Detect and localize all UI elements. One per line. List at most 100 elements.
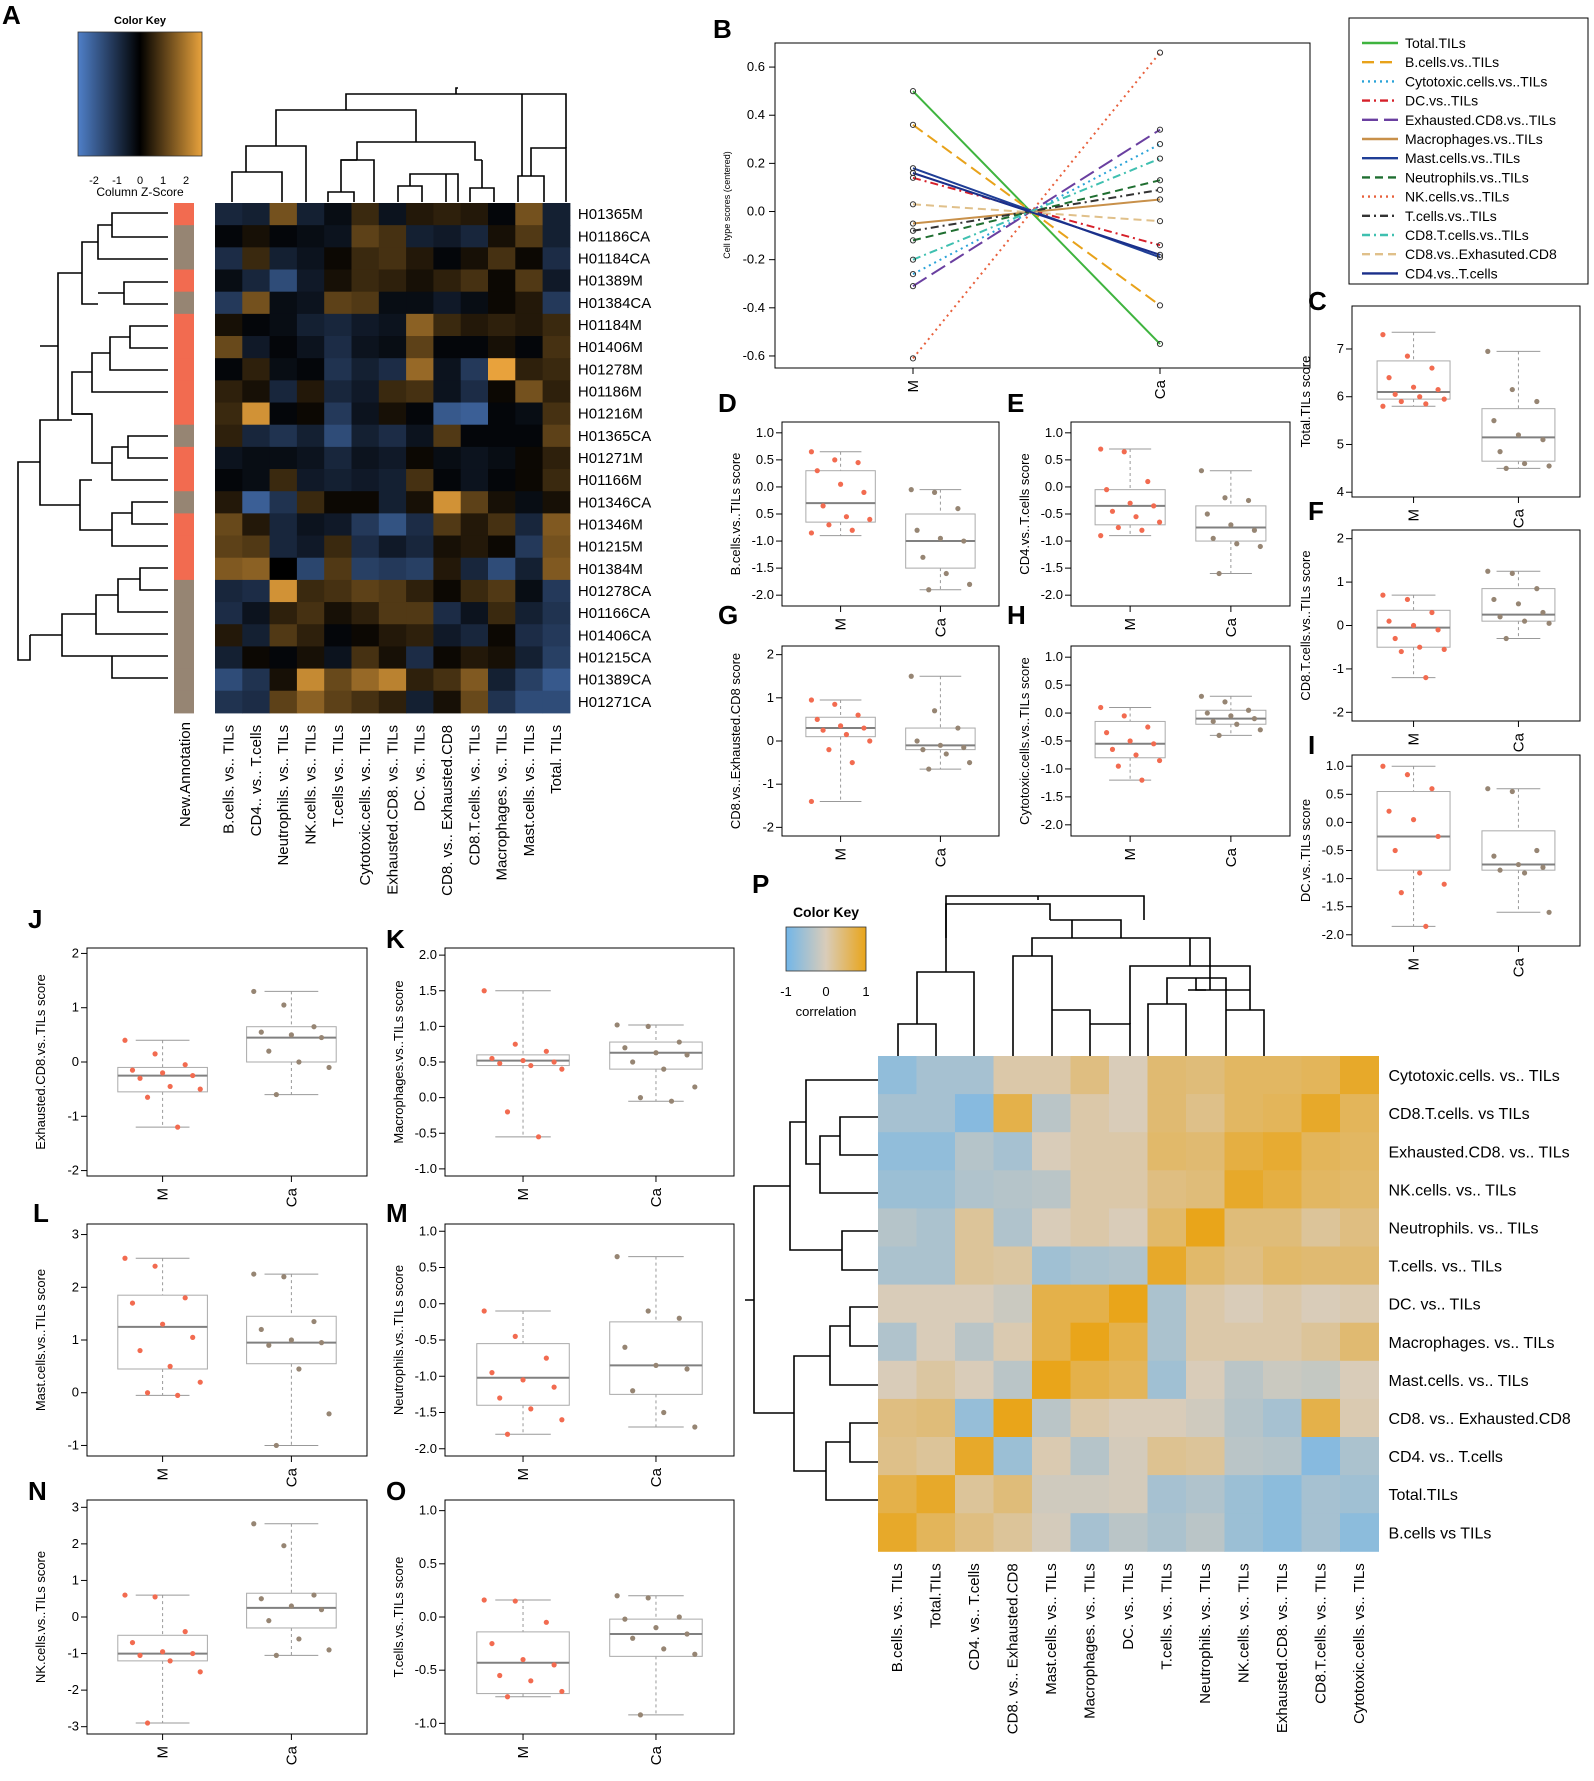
- heatmap-cell: [269, 247, 298, 271]
- row-label: H01184M: [578, 317, 642, 334]
- panel-a-heatmap: H01365M H01186CA H01184CA H01389M H01384CA H0…: [174, 203, 651, 896]
- y-tick-label: 2: [1337, 531, 1344, 546]
- panel-f-boxplot: 2 1 0 -1 -2 CD8.T.cells.vs..TILs score M Ca: [1298, 529, 1581, 752]
- data-point: [1198, 693, 1205, 699]
- data-point: [266, 1342, 272, 1348]
- row-label: Neutrophils. vs.. TILs: [1389, 1220, 1539, 1237]
- data-point: [528, 1406, 534, 1412]
- heatmap-cell: [406, 446, 434, 470]
- data-point: [645, 1308, 651, 1314]
- heatmap-cell: [488, 646, 516, 670]
- heatmap-cell: [488, 668, 516, 692]
- data-point: [1423, 674, 1429, 681]
- heatmap-cell: [993, 1284, 1033, 1324]
- data-point: [849, 527, 855, 533]
- y-tick-label: -0.4: [743, 300, 765, 315]
- data-point: [1491, 853, 1497, 859]
- heatmap-cell: [433, 203, 462, 226]
- heatmap-cell: [1224, 1360, 1264, 1400]
- data-point: [1485, 568, 1491, 574]
- box: [1376, 360, 1451, 400]
- data-point: [288, 1337, 294, 1343]
- y-tick-label: -1.5: [1322, 899, 1344, 914]
- heatmap-cell: [460, 690, 489, 714]
- heatmap-cell: [242, 446, 271, 470]
- heatmap-cell: [878, 1132, 917, 1171]
- heatmap-cell: [215, 579, 243, 603]
- data-point: [937, 742, 944, 748]
- column-label: CD8.T.cells. vs.. TILs: [466, 725, 483, 866]
- box: [1376, 609, 1451, 648]
- heatmap-cell: [242, 557, 271, 581]
- annotation-cell: [174, 269, 194, 293]
- data-point: [614, 1593, 620, 1599]
- data-point: [1441, 396, 1447, 402]
- column-label: Neutrophils. vs.. TILs: [275, 725, 292, 866]
- data-point: [1410, 622, 1417, 629]
- heatmap-cell: [488, 557, 516, 581]
- annotation-cell: [174, 602, 194, 625]
- heatmap-cell: [1147, 1475, 1187, 1514]
- y-tick-label: -1.0: [1322, 871, 1344, 886]
- y-tick-label: -1.0: [1041, 761, 1063, 776]
- panel-d-boxplot: 1.0 0.5 0.0 0.5 -1.0 -1.5 -2.0 B.cells.vs..TILs…: [728, 421, 1000, 637]
- data-point: [1435, 627, 1441, 633]
- heatmap-cell: [324, 690, 352, 714]
- heatmap-cell: [488, 690, 516, 714]
- heatmap-cell: [296, 424, 325, 448]
- heatmap-cell: [488, 203, 516, 226]
- heatmap-cell: [488, 291, 516, 315]
- data-point: [1109, 746, 1116, 752]
- series-point: [1156, 186, 1164, 193]
- series-line: [912, 179, 1161, 242]
- heatmap-cell: [993, 1398, 1033, 1438]
- plot-frame: [1070, 421, 1291, 607]
- data-point: [1103, 487, 1110, 493]
- data-point: [1497, 867, 1503, 873]
- heatmap-cell: [1301, 1056, 1341, 1095]
- heatmap-cell: [242, 579, 271, 603]
- heatmap-cell: [542, 602, 571, 625]
- x-tick-label: M: [155, 1188, 172, 1201]
- heatmap-cell: [215, 291, 243, 315]
- row-label: H01271CA: [578, 694, 651, 711]
- series-point: [1156, 302, 1164, 309]
- data-point: [961, 744, 967, 751]
- panel-label-o: O: [386, 1476, 406, 1506]
- heatmap-cell: [1109, 1437, 1148, 1476]
- series-point: [1156, 126, 1164, 133]
- data-point: [1429, 365, 1435, 371]
- column-label: DC. vs.. TILs: [412, 725, 429, 811]
- heatmap-cell: [242, 668, 271, 692]
- heatmap-cell: [460, 336, 489, 359]
- y-tick-label: -2.0: [752, 587, 774, 602]
- heatmap-cell: [1032, 1475, 1071, 1514]
- heatmap-cell: [269, 469, 298, 492]
- data-point: [1121, 713, 1127, 719]
- data-point: [288, 1032, 294, 1038]
- data-point: [1380, 763, 1386, 769]
- data-point: [1398, 890, 1404, 896]
- data-point: [197, 1086, 203, 1092]
- heatmap-cell: [1340, 1360, 1379, 1400]
- heatmap-cell: [269, 424, 298, 448]
- data-point: [1151, 741, 1157, 747]
- x-tick-label: M: [515, 1746, 532, 1759]
- box: [609, 1041, 703, 1070]
- heatmap-cell: [1070, 1437, 1110, 1476]
- y-tick-label: 2: [767, 647, 774, 662]
- heatmap-cell: [296, 358, 325, 381]
- data-point: [832, 701, 838, 707]
- series-line: [912, 157, 1161, 261]
- heatmap-cell: [1340, 1056, 1379, 1095]
- heatmap-cell: [488, 535, 516, 559]
- data-point: [676, 1614, 682, 1620]
- box: [609, 1321, 703, 1395]
- x-tick-label: Ca: [648, 1187, 665, 1207]
- y-axis-label: NK.cells.vs..TILs score: [33, 1551, 48, 1683]
- series-point: [909, 169, 917, 177]
- heatmap-cell: [955, 1360, 994, 1400]
- heatmap-cell: [324, 579, 352, 603]
- data-point: [1429, 609, 1435, 616]
- column-label: T.cells. vs.. TILs: [1159, 1563, 1176, 1669]
